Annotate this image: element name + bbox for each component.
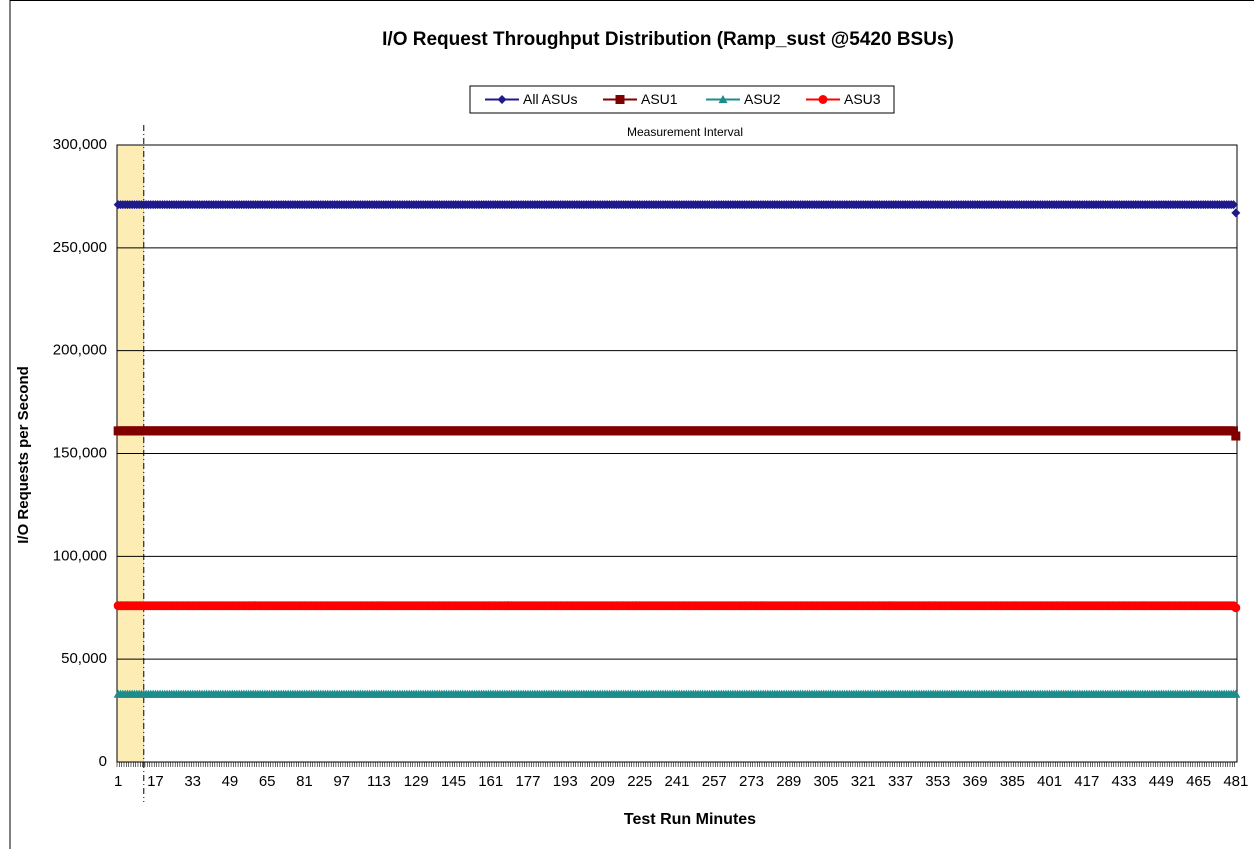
marker [1231, 431, 1241, 441]
x-tick-label: 481 [1223, 773, 1248, 790]
y-tick-label: 150,000 [53, 444, 107, 461]
y-tick-label: 100,000 [53, 547, 107, 564]
series [113, 426, 1241, 441]
x-tick-label: 65 [259, 773, 276, 790]
x-tick-label: 161 [478, 773, 503, 790]
x-tick-label: 289 [776, 773, 801, 790]
marker [1229, 200, 1239, 210]
x-tick-label: 129 [404, 773, 429, 790]
legend-label: ASU3 [844, 91, 881, 107]
marker [1231, 603, 1241, 613]
x-tick-label: 145 [441, 773, 466, 790]
x-tick-label: 385 [1000, 773, 1025, 790]
series [113, 689, 1241, 698]
x-tick-label: 273 [739, 773, 764, 790]
x-tick-label: 33 [184, 773, 201, 790]
x-tick-label: 1 [114, 773, 122, 790]
x-tick-label: 177 [515, 773, 540, 790]
chart-title: I/O Request Throughput Distribution (Ram… [382, 29, 954, 50]
x-tick-label: 97 [333, 773, 350, 790]
x-tick-label: 465 [1186, 773, 1211, 790]
marker [1231, 208, 1241, 218]
x-tick-label: 81 [296, 773, 313, 790]
x-tick-label: 257 [702, 773, 727, 790]
marker [818, 95, 828, 104]
x-tick-label: 401 [1037, 773, 1062, 790]
x-tick-label: 49 [222, 773, 239, 790]
x-tick-label: 321 [851, 773, 876, 790]
x-tick-label: 337 [888, 773, 913, 790]
x-axis-label: Test Run Minutes [624, 811, 756, 828]
x-tick-label: 353 [925, 773, 950, 790]
y-tick-label: 200,000 [53, 342, 107, 359]
marker [718, 95, 728, 104]
x-tick-label: 449 [1149, 773, 1174, 790]
marker [497, 95, 507, 104]
y-tick-label: 0 [99, 753, 107, 770]
y-tick-label: 250,000 [53, 239, 107, 256]
marker [1231, 689, 1241, 698]
x-tick-label: 209 [590, 773, 615, 790]
legend-label: All ASUs [523, 91, 577, 107]
plot-border [116, 144, 1238, 763]
x-tick-label: 113 [367, 773, 391, 790]
marker [615, 95, 625, 104]
marker [1229, 426, 1239, 436]
series [113, 200, 1241, 218]
y-tick-label: 50,000 [61, 650, 107, 667]
x-tick-label: 17 [147, 773, 164, 790]
x-tick-label: 433 [1112, 773, 1137, 790]
legend-label: ASU2 [744, 91, 781, 107]
x-tick-label: 369 [963, 773, 988, 790]
legend-label: ASU1 [641, 91, 678, 107]
x-tick-label: 225 [627, 773, 652, 790]
x-tick-label: 417 [1074, 773, 1099, 790]
series [113, 601, 1241, 613]
x-tick-label: 193 [553, 773, 578, 790]
x-tick-label: 305 [814, 773, 839, 790]
x-tick-label: 241 [664, 773, 689, 790]
annotation: Measurement Interval [627, 125, 743, 139]
legend: All ASUs ASU1 ASU2 ASU3 [469, 85, 895, 114]
y-tick-label: 300,000 [53, 136, 107, 153]
y-axis-label: I/O Requests per Second [15, 366, 32, 544]
